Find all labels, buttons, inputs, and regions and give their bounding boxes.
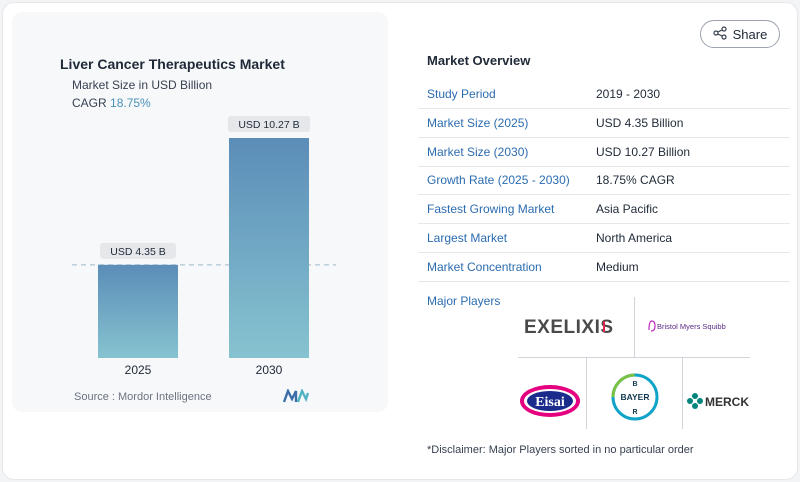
svg-text:R: R [632, 409, 637, 416]
disclaimer-text: *Disclaimer: Major Players sorted in no … [427, 444, 694, 456]
major-players-label: Major Players [427, 294, 501, 308]
row-label: Market Size (2025) [427, 116, 529, 130]
row-value: Asia Pacific [596, 202, 659, 216]
row-value: 18.75% CAGR [596, 173, 675, 187]
overview-row: Fastest Growing Market Asia Pacific [418, 196, 790, 224]
row-label: Study Period [427, 87, 496, 101]
cagr-label: CAGR [72, 96, 107, 110]
overview-title: Market Overview [427, 53, 531, 68]
overview-row: Market Concentration Medium [418, 254, 790, 282]
overview-row: Growth Rate (2025 - 2030) 18.75% CAGR [418, 167, 790, 195]
overview-row: Largest Market North America [418, 225, 790, 253]
grid-divider [518, 357, 750, 358]
grid-divider [586, 357, 587, 429]
svg-text:Bristol Myers Squibb: Bristol Myers Squibb [657, 322, 726, 331]
row-label: Largest Market [427, 231, 508, 245]
cagr-value: 18.75% [110, 96, 151, 110]
chart-card [12, 12, 388, 412]
cagr-text: CAGR 18.75% [72, 96, 151, 110]
x-tick-label: 2025 [125, 363, 152, 377]
bayer-logo: BAYER B R [610, 372, 660, 422]
bristol-myers-squibb-logo: Bristol Myers Squibb [646, 318, 740, 334]
overview-row: Market Size (2025) USD 4.35 Billion [418, 110, 790, 138]
source-text: Source : Mordor Intelligence [74, 391, 212, 403]
data-label-bg [100, 242, 176, 259]
row-value: 2019 - 2030 [596, 87, 661, 101]
svg-text:BAYER: BAYER [621, 392, 650, 402]
bar-2025 [98, 264, 178, 358]
grid-divider [634, 297, 635, 357]
share-button[interactable]: Share [700, 20, 780, 48]
data-label: USD 10.27 B [238, 119, 299, 131]
x-tick-label: 2030 [256, 363, 283, 377]
row-value: North America [596, 231, 673, 245]
overview-row: Market Size (2030) USD 10.27 Billion [418, 139, 790, 167]
svg-text:MERCK: MERCK [705, 395, 749, 409]
exelixis-logo: EXELIXIS [522, 312, 630, 340]
row-value: Medium [596, 260, 639, 274]
share-icon [713, 25, 727, 43]
row-value: USD 4.35 Billion [596, 116, 684, 130]
svg-text:B: B [632, 381, 637, 388]
row-label: Market Size (2030) [427, 145, 529, 159]
mordor-intelligence-logo [282, 387, 310, 408]
data-label: USD 4.35 B [110, 246, 165, 258]
row-value: USD 10.27 Billion [596, 145, 691, 159]
row-label: Market Concentration [427, 260, 542, 274]
svg-text:Eisai: Eisai [535, 395, 565, 410]
data-label-bg [227, 116, 311, 132]
eisai-logo: Eisai [518, 381, 582, 421]
row-label: Growth Rate (2025 - 2030) [427, 173, 570, 187]
row-label: Fastest Growing Market [427, 202, 555, 216]
grid-divider [682, 357, 683, 429]
bar-chart: USD 4.35 B 2025 USD 10.27 B 2030 [72, 116, 336, 377]
chart-subtitle: Market Size in USD Billion [72, 78, 213, 92]
svg-text:EXELIXIS: EXELIXIS [524, 317, 614, 338]
chart-title: Liver Cancer Therapeutics Market [60, 56, 285, 72]
merck-logo: MERCK [686, 390, 750, 412]
bar-2030 [229, 138, 309, 358]
overview-row: Study Period 2019 - 2030 [418, 81, 790, 109]
share-label: Share [732, 26, 768, 42]
